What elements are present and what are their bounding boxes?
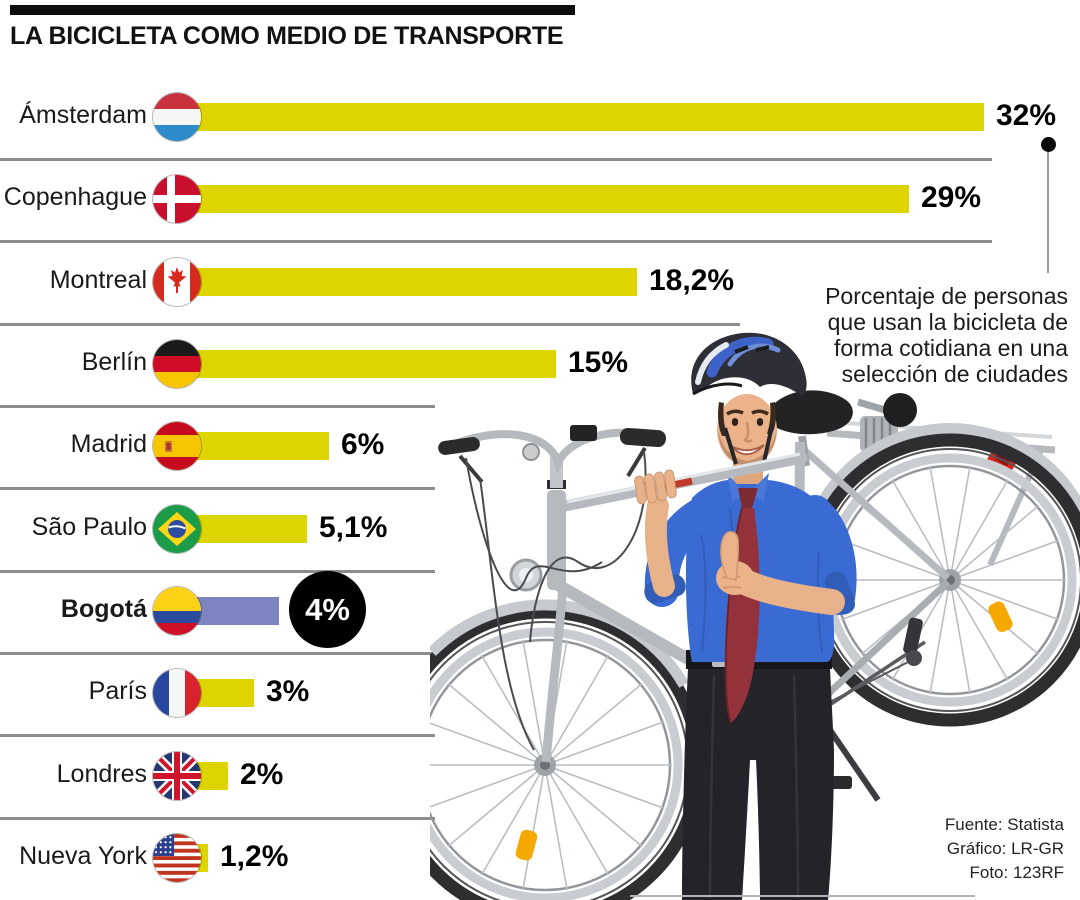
callout-dot <box>1041 137 1056 152</box>
title-top-bar <box>10 5 575 15</box>
value-label: 29% <box>921 181 982 215</box>
annotation-line: Porcentaje de personas <box>825 283 1068 309</box>
city-label: Londres <box>56 759 147 788</box>
netherlands-flag-icon <box>153 93 201 141</box>
row-separator <box>0 487 435 490</box>
germany-flag-icon <box>153 340 201 389</box>
row-separator <box>0 817 435 820</box>
bar-value <box>178 103 984 131</box>
credit-photo: Foto: 123RF <box>969 863 1065 882</box>
bar-value <box>178 185 909 214</box>
colombia-flag-icon <box>153 587 201 636</box>
city-label: Berlín <box>81 348 147 377</box>
credit-graphic: Gráfico: LR-GR <box>946 839 1064 858</box>
city-label: Montreal <box>49 265 147 294</box>
city-label: Madrid <box>70 430 147 459</box>
value-label: 1,2% <box>220 840 289 874</box>
bar-value <box>178 267 637 296</box>
value-label: 18,2% <box>649 263 735 297</box>
man-illustration <box>644 332 857 900</box>
row-separator <box>0 570 435 573</box>
top-tube-and-grip-overlay <box>559 452 808 512</box>
usa-flag-icon <box>153 834 201 883</box>
chart-annotation: Porcentaje de personas que usan la bicic… <box>825 283 1068 387</box>
row-separator <box>0 240 992 243</box>
bar-value <box>178 432 329 461</box>
row-separator <box>0 734 435 737</box>
canada-flag-icon <box>153 257 201 306</box>
row-separator <box>0 652 435 655</box>
uk-flag-icon <box>153 751 201 800</box>
value-label: 5,1% <box>319 510 388 544</box>
value-label: 3% <box>266 675 310 709</box>
france-flag-icon <box>153 669 201 718</box>
value-label: 2% <box>240 757 284 791</box>
front-wheel-spokes <box>430 639 672 891</box>
value-label: 6% <box>341 428 385 462</box>
credit-source: Fuente: Statista <box>944 815 1064 834</box>
city-label: Copenhague <box>3 183 147 212</box>
page-title: LA BICICLETA COMO MEDIO DE TRANSPORTE <box>10 22 564 50</box>
callout-line <box>1047 152 1049 273</box>
city-label: París <box>88 677 147 706</box>
annotation-line: selección de ciudades <box>841 361 1068 387</box>
spain-flag-icon <box>153 422 201 471</box>
highlight-value-badge: 4% <box>289 571 366 649</box>
city-label: Bogotá <box>60 595 147 624</box>
city-label: Ámsterdam <box>19 101 147 129</box>
bar-value <box>178 350 556 379</box>
annotation-line: que usan la bicicleta de <box>827 309 1068 335</box>
row-separator <box>0 405 435 408</box>
photo-man-with-bicycle <box>430 332 1080 900</box>
brazil-flag-icon <box>153 504 201 553</box>
credits: Fuente: Statista Gráfico: LR-GR Foto: 12… <box>945 813 1064 885</box>
denmark-flag-icon <box>153 175 201 224</box>
city-label: São Paulo <box>31 512 147 541</box>
value-label: 32% <box>996 99 1057 132</box>
value-label: 15% <box>568 346 629 380</box>
row-separator <box>0 323 740 326</box>
annotation-line: forma cotidiana en una <box>834 335 1068 361</box>
gripping-hand <box>634 469 677 505</box>
city-label: Nueva York <box>19 842 147 871</box>
row-separator <box>0 158 992 161</box>
